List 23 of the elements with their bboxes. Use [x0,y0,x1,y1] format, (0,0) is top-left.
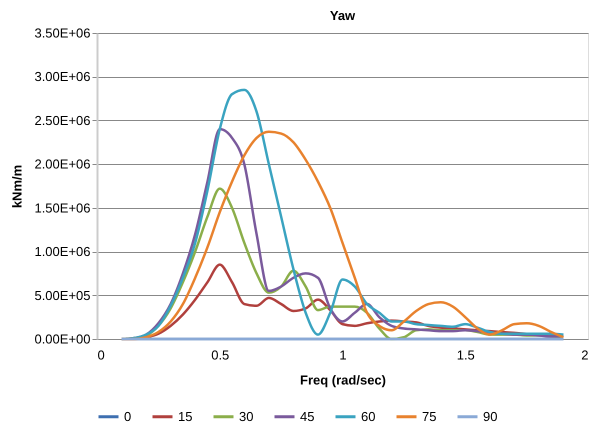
x-tick-label: 2 [581,348,588,362]
y-tick-label: 2.00E+06 [34,156,90,172]
chart-title: Yaw [330,8,356,23]
y-tick-label: 1.50E+06 [34,200,90,216]
x-tick-label: 1 [339,348,347,362]
x-tick-label: 0.5 [211,348,230,362]
y-tick-label: 3.00E+06 [34,69,90,84]
y-tick-label: 1.00E+06 [34,244,90,260]
legend-label: 60 [361,408,376,424]
x-axis-title: Freq (rad/sec) [300,372,386,388]
legend-label: 45 [300,408,314,424]
y-tick-label: 0.00E+00 [34,332,90,346]
legend-label: 75 [422,408,436,424]
y-tick-label: 3.50E+06 [34,26,90,40]
legend-label: 0 [124,408,132,424]
y-tick-label: 5.00E+05 [34,288,90,303]
x-tick-label: 1.5 [456,348,475,362]
legend-label: 30 [239,408,254,424]
legend-label: 90 [483,408,498,424]
legend-label: 15 [178,408,192,424]
y-axis-title: kNm/m [9,164,24,208]
x-tick-label: 0 [98,348,105,362]
y-tick-label: 2.50E+06 [34,112,90,128]
